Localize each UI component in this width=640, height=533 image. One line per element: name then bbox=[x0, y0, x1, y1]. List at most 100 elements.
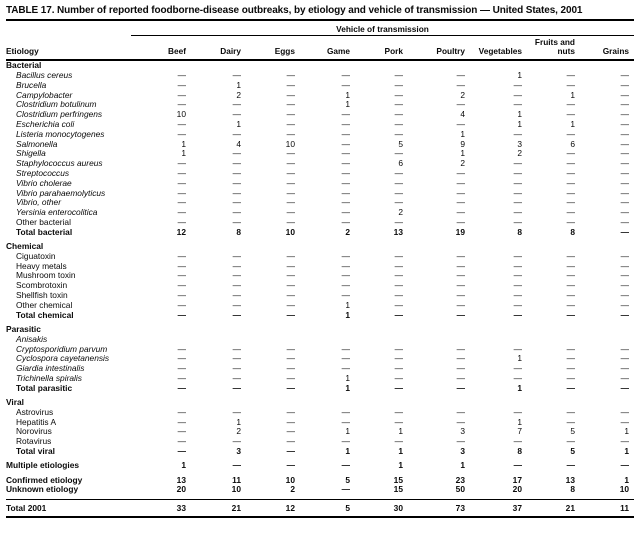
cell-value: 6 bbox=[398, 159, 403, 169]
cell-value: — bbox=[620, 139, 630, 149]
cell-value: 15 bbox=[393, 475, 403, 485]
cell-value: — bbox=[286, 198, 295, 208]
section-header-row: Bacterial bbox=[6, 60, 634, 71]
cell-value: 2 bbox=[236, 90, 241, 100]
cell-value: — bbox=[620, 90, 630, 100]
cell-value: 8 bbox=[517, 227, 522, 237]
table-row: Salmonella 1 4 10 — 5 9 3 6 — bbox=[6, 140, 634, 150]
cell-value: 1 bbox=[624, 447, 630, 457]
cell-value: — bbox=[620, 178, 630, 188]
cell-value: 30 bbox=[350, 499, 403, 519]
cell-value: — bbox=[286, 149, 295, 159]
cell-value: — bbox=[620, 129, 630, 139]
cell-value: — bbox=[620, 373, 630, 383]
cell-value: — bbox=[513, 159, 522, 169]
cell-value: — bbox=[394, 291, 403, 301]
cell-value: — bbox=[286, 169, 295, 179]
cell-value: — bbox=[286, 80, 295, 90]
cell-value: — bbox=[232, 188, 241, 198]
row-label: Campylobacter bbox=[16, 90, 73, 100]
table-row: Total viral — 3 — 1 1 3 8 5 1 bbox=[6, 447, 634, 457]
cell-value: — bbox=[341, 178, 350, 188]
cell-value: — bbox=[566, 80, 575, 90]
row-label: Unknown etiology bbox=[6, 485, 79, 495]
page: TABLE 17. Number of reported foodborne-d… bbox=[6, 5, 635, 519]
cell-value: 1 bbox=[398, 447, 403, 457]
cell-value: 1 bbox=[460, 129, 465, 139]
cell-value: — bbox=[394, 129, 403, 139]
cell-value: — bbox=[341, 139, 350, 149]
cell-value: — bbox=[286, 218, 295, 227]
cell-value: — bbox=[232, 407, 241, 417]
cell-value: — bbox=[286, 364, 295, 374]
cell-value: — bbox=[620, 310, 630, 320]
cell-value: 1 bbox=[345, 310, 350, 320]
cell-value: — bbox=[620, 344, 630, 354]
row-label: Shellfish toxin bbox=[16, 291, 68, 301]
cell-value: 21 bbox=[186, 499, 241, 519]
table-row: Cryptosporidium parvum — — — — — — — — — bbox=[6, 345, 634, 355]
cell-value: — bbox=[620, 437, 630, 447]
cell-value: — bbox=[286, 188, 295, 198]
cell-value: — bbox=[620, 198, 630, 208]
cell-value: — bbox=[456, 251, 465, 261]
cell-value: 1 bbox=[236, 120, 241, 130]
cell-value: 33 bbox=[131, 499, 186, 519]
row-label: Clostridium perfringens bbox=[16, 110, 103, 120]
cell-value: 3 bbox=[236, 447, 241, 457]
section-label: Viral bbox=[6, 398, 25, 408]
cell-value: — bbox=[286, 417, 295, 427]
row-label: Total viral bbox=[16, 447, 55, 457]
cell-value: — bbox=[513, 208, 522, 218]
cell-value: — bbox=[394, 120, 403, 130]
cell-value: — bbox=[456, 198, 465, 208]
cell-value: 3 bbox=[460, 447, 465, 457]
cell-value: — bbox=[232, 461, 241, 471]
cell-value: — bbox=[341, 291, 350, 301]
cell-value: — bbox=[566, 71, 575, 81]
cell-value: — bbox=[341, 129, 350, 139]
cell-value: 10 bbox=[231, 485, 241, 495]
cell-value: 1 bbox=[345, 447, 350, 457]
row-label: Scombrotoxin bbox=[16, 281, 68, 291]
cell-value: 21 bbox=[522, 499, 575, 519]
cell-value: — bbox=[620, 417, 630, 427]
cell-value: — bbox=[341, 159, 350, 169]
cell-value: — bbox=[394, 354, 403, 364]
section-header-row: Viral bbox=[6, 398, 634, 408]
cell-value: — bbox=[566, 271, 575, 281]
cell-value: 5 bbox=[398, 139, 403, 149]
table-row: Confirmed etiology 13 11 10 5 15 23 17 13 1 bbox=[6, 476, 634, 486]
cell-value: 13 bbox=[565, 475, 575, 485]
cell-value: 8 bbox=[236, 227, 241, 237]
cell-value: — bbox=[394, 407, 403, 417]
cell-value: — bbox=[566, 461, 575, 471]
table-row: Clostridium botulinum — — — 1 — — — — — bbox=[6, 100, 634, 110]
row-label: Astrovirus bbox=[16, 407, 54, 417]
cell-value: 13 bbox=[176, 475, 186, 485]
table-row: Scombrotoxin — — — — — — — — — bbox=[6, 281, 634, 291]
row-label: Shigella bbox=[16, 149, 46, 159]
cell-value: — bbox=[566, 373, 575, 383]
cell-value: — bbox=[177, 364, 186, 374]
cell-value: — bbox=[394, 71, 403, 81]
etiology-column-header: Etiology bbox=[6, 35, 131, 62]
cell-value: — bbox=[286, 373, 295, 383]
cell-value: — bbox=[620, 208, 630, 218]
cell-value: — bbox=[394, 80, 403, 90]
table-row: Staphylococcus aureus — — — — 6 2 — — — bbox=[6, 159, 634, 169]
cell-value: — bbox=[341, 437, 350, 447]
cell-value: — bbox=[286, 427, 295, 437]
table-row: Unknown etiology 20 10 2 — 15 50 20 8 10 bbox=[6, 485, 634, 495]
section-label: Bacterial bbox=[6, 60, 42, 71]
row-label: Other bacterial bbox=[16, 218, 71, 227]
cell-value: — bbox=[286, 261, 295, 271]
table-row: Trichinella spiralis — — — 1 — — — — — bbox=[6, 374, 634, 384]
cell-value: — bbox=[232, 251, 241, 261]
vehicle-of-transmission-header: Vehicle of transmission bbox=[131, 21, 635, 36]
cell-value: — bbox=[232, 310, 241, 320]
cell-value: — bbox=[232, 281, 241, 291]
column-header-poultry: Poultry bbox=[403, 35, 465, 62]
cell-value: 12 bbox=[176, 227, 186, 237]
column-header-eggs: Eggs bbox=[241, 35, 295, 62]
